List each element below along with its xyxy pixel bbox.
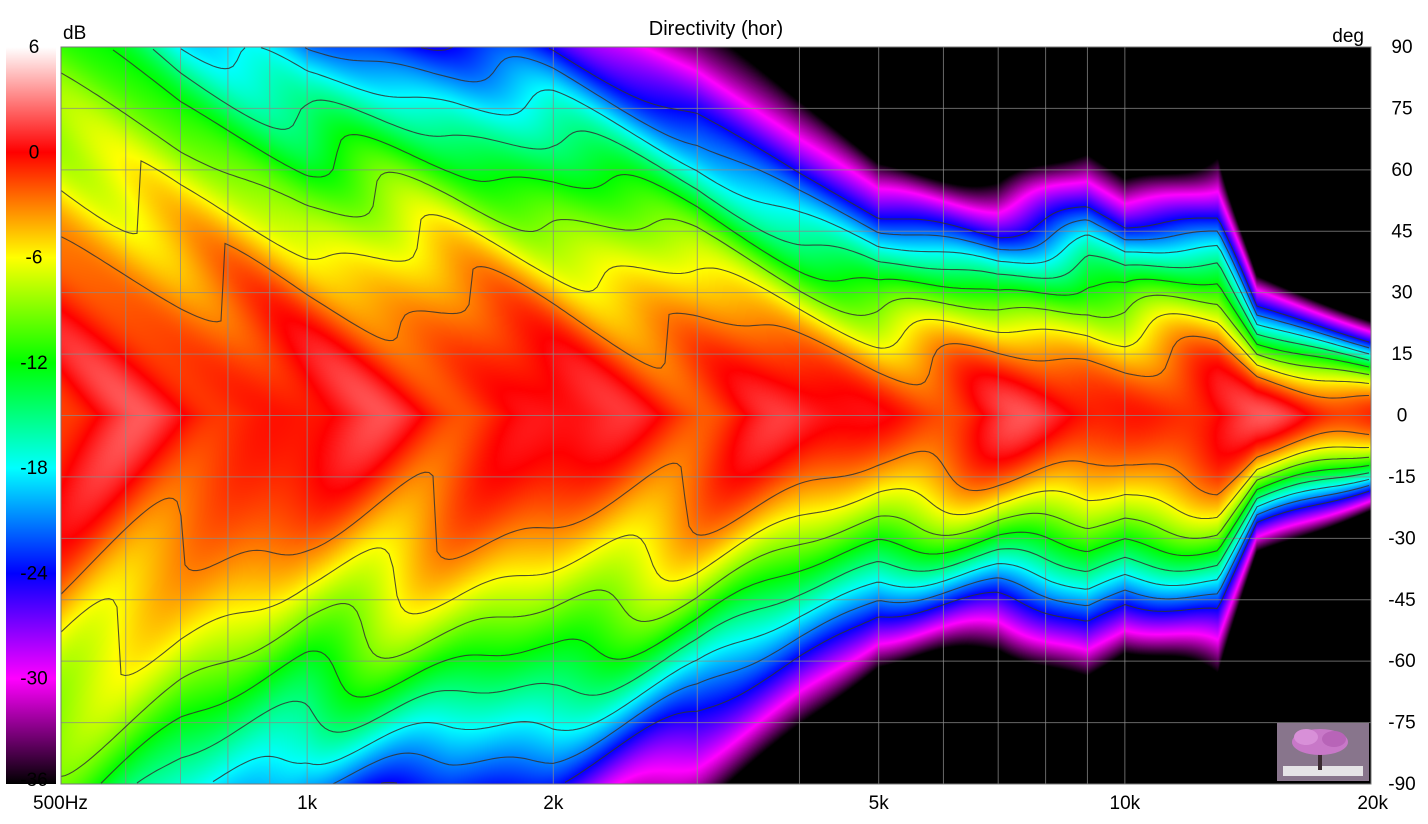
y-tick-label: -90 <box>1388 774 1415 795</box>
contour-line <box>112 49 1370 368</box>
colorbar-unit-label: dB <box>63 23 86 44</box>
plot-frame <box>60 46 1372 785</box>
contour-line <box>180 47 1370 355</box>
y-tick-label: 75 <box>1391 98 1412 119</box>
y-tick-label: -30 <box>1388 528 1415 549</box>
y-tick-label: 30 <box>1391 283 1412 304</box>
x-tick-label: 10k <box>1110 793 1141 814</box>
colorbar-tick-label: -24 <box>20 563 48 584</box>
colorbar-tick-label: -36 <box>20 770 47 791</box>
y-tick-label: 15 <box>1391 344 1412 365</box>
x-tick-label: 20k <box>1357 793 1388 814</box>
contour-line <box>61 430 1370 595</box>
x-tick-label: 2k <box>543 793 564 814</box>
contour-line <box>100 464 1370 784</box>
contour-line <box>304 47 1370 349</box>
y-tick-label: -15 <box>1388 467 1415 488</box>
y-tick-label: 90 <box>1391 37 1412 58</box>
contour-line <box>136 472 1370 784</box>
contour-line <box>380 490 1370 784</box>
contour-line <box>61 236 1370 399</box>
contour-line <box>61 446 1370 677</box>
y-tick-label: 45 <box>1391 221 1412 242</box>
y-tick-label: -75 <box>1388 713 1415 734</box>
plot-area <box>61 47 1371 784</box>
y-tick-label: -60 <box>1388 651 1415 672</box>
colorbar <box>6 47 56 784</box>
contour-line <box>61 456 1370 778</box>
y-axis-tick-labels: 90 75 60 45 30 15 0 -15 -30 -45 -60 -75 -90 <box>1388 37 1415 795</box>
colorbar-tick-label: -18 <box>20 458 47 479</box>
colorbar-tick-labels: 6 0 -6 -12 -18 -24 -30 -36 <box>20 37 48 791</box>
x-tick-label: 5k <box>869 793 890 814</box>
contour-line <box>332 484 1370 784</box>
gridlines <box>61 47 1371 784</box>
contour-lines <box>61 47 1370 784</box>
contour-line <box>420 47 1370 343</box>
colorbar-tick-label: 6 <box>29 37 40 58</box>
colorbar-tick-label: -30 <box>20 669 47 690</box>
colorbar-tick-label: -12 <box>20 353 47 374</box>
contour-line <box>61 160 1370 385</box>
tree-logo-icon <box>1277 723 1369 781</box>
x-axis-tick-labels: 500Hz 1k 2k 5k 10k 20k <box>33 793 1388 814</box>
y-tick-label: 0 <box>1397 406 1408 427</box>
contour-line <box>152 48 1370 361</box>
chart-title: Directivity (hor) <box>649 18 783 40</box>
contour-line <box>61 72 1370 376</box>
contour-line <box>212 478 1370 783</box>
x-tick-label: 1k <box>297 793 318 814</box>
x-tick-label: 500Hz <box>33 793 88 814</box>
y-axis-unit-label: deg <box>1332 26 1364 47</box>
colorbar-tick-label: -6 <box>26 248 43 269</box>
y-tick-label: -45 <box>1388 590 1415 611</box>
y-tick-label: 60 <box>1391 160 1412 181</box>
colorbar-tick-label: 0 <box>29 142 40 163</box>
